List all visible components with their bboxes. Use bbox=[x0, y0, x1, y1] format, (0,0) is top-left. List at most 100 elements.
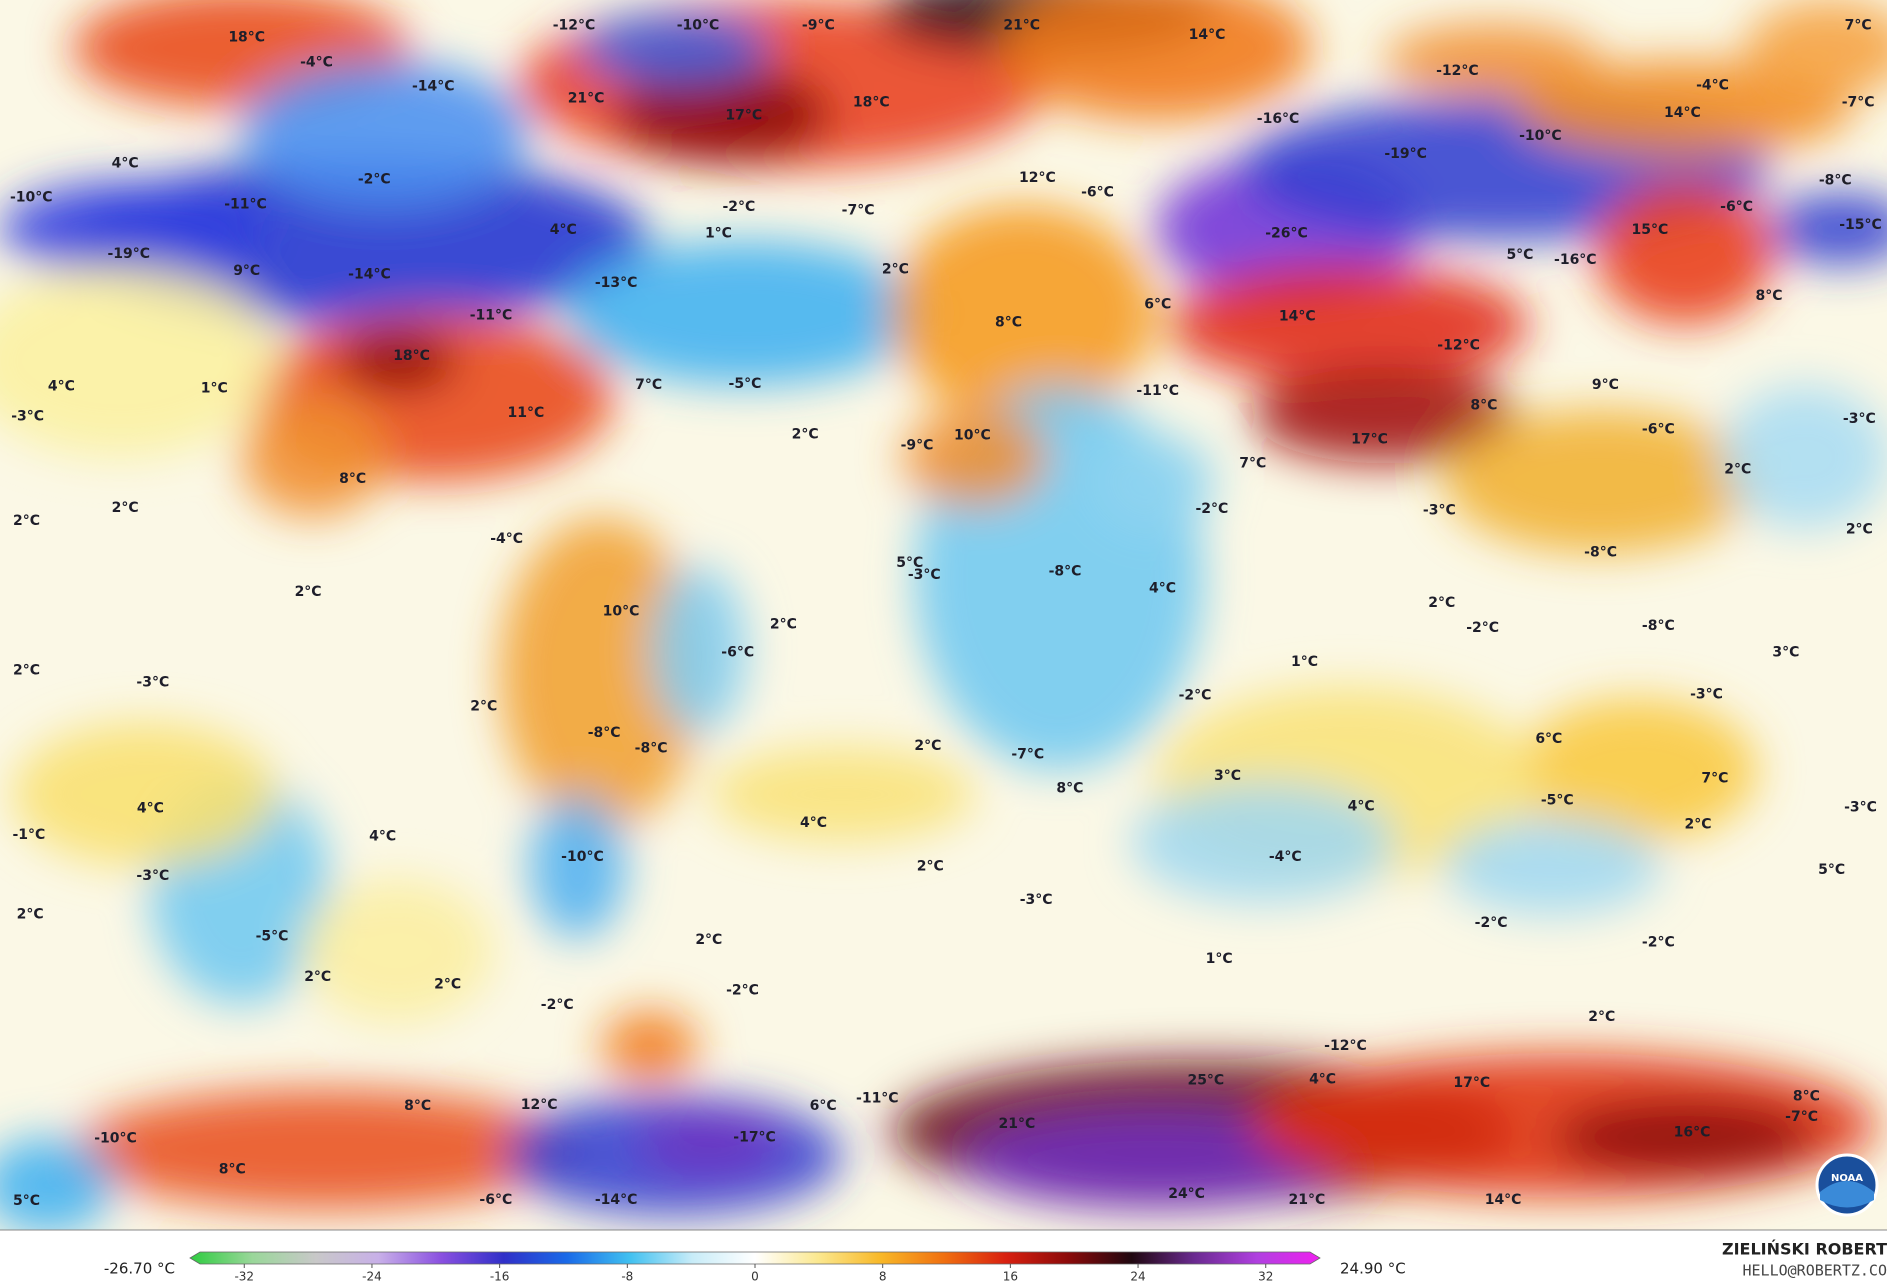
temperature-label: 14°C bbox=[1485, 1192, 1522, 1208]
temperature-label: 6°C bbox=[810, 1098, 837, 1114]
temperature-label: -2°C bbox=[541, 997, 574, 1013]
temperature-label: 21°C bbox=[999, 1116, 1036, 1132]
temperature-label: 8°C bbox=[219, 1162, 246, 1178]
temperature-label: 4°C bbox=[1309, 1071, 1336, 1087]
temperature-label: 8°C bbox=[995, 315, 1022, 331]
temperature-label: -8°C bbox=[1584, 544, 1617, 560]
temperature-region bbox=[637, 1113, 783, 1174]
temperature-label: 10°C bbox=[603, 603, 640, 619]
temperature-label: -14°C bbox=[348, 266, 391, 282]
temperature-label: -2°C bbox=[726, 982, 759, 998]
temperature-label: 14°C bbox=[1189, 27, 1226, 43]
temperature-label: -7°C bbox=[1785, 1109, 1818, 1125]
temperature-label: -11°C bbox=[470, 307, 513, 323]
temperature-label: -10°C bbox=[1519, 128, 1562, 144]
temperature-label: -3°C bbox=[136, 868, 169, 884]
temperature-region bbox=[1594, 180, 1776, 325]
temperature-label: -7°C bbox=[1011, 747, 1044, 763]
temperature-label: -3°C bbox=[1843, 411, 1876, 427]
temperature-region bbox=[336, 330, 458, 392]
temperature-label: 4°C bbox=[1348, 798, 1375, 814]
temperature-region bbox=[565, 240, 927, 386]
temperature-label: -3°C bbox=[136, 674, 169, 690]
colorbar-tick-label: -32 bbox=[234, 1270, 254, 1284]
colorbar-tick-label: -16 bbox=[490, 1270, 510, 1284]
temperature-region bbox=[1383, 24, 1601, 97]
temperature-label: 21°C bbox=[568, 91, 605, 107]
temperature-label: -2°C bbox=[723, 199, 756, 215]
temperature-label: 2°C bbox=[695, 932, 722, 948]
temperature-label: 2°C bbox=[882, 262, 909, 278]
temperature-label: 4°C bbox=[48, 378, 75, 394]
temperature-region bbox=[1444, 409, 1758, 554]
temperature-label: 2°C bbox=[304, 969, 331, 985]
temperature-label: -15°C bbox=[1839, 217, 1882, 233]
temperature-label: 2°C bbox=[470, 698, 497, 714]
temperature-label: 7°C bbox=[1845, 17, 1872, 33]
temperature-label: -4°C bbox=[1696, 77, 1729, 93]
temperature-label: 12°C bbox=[521, 1097, 558, 1113]
temperature-label: 7°C bbox=[1701, 771, 1728, 787]
temperature-label: 8°C bbox=[1756, 288, 1783, 304]
temperature-region bbox=[1251, 367, 1517, 464]
temperature-region bbox=[613, 66, 831, 163]
logo-wave bbox=[1820, 1181, 1874, 1208]
temperature-region bbox=[1131, 782, 1396, 903]
temperature-label: 1°C bbox=[1206, 951, 1233, 967]
temperature-label: 14°C bbox=[1279, 309, 1316, 325]
temperature-region bbox=[0, 180, 265, 277]
noaa-logo: NOAA bbox=[1815, 1153, 1879, 1217]
temperature-label: -1°C bbox=[12, 827, 45, 843]
temperature-label: -10°C bbox=[10, 189, 53, 205]
temperature-label: -6°C bbox=[479, 1192, 512, 1208]
temperature-label: 2°C bbox=[1588, 1009, 1615, 1025]
temperature-label: 24°C bbox=[1168, 1186, 1205, 1202]
temperature-label: 4°C bbox=[1149, 580, 1176, 596]
temperature-label: 2°C bbox=[295, 584, 322, 600]
temperature-region bbox=[601, 1010, 698, 1084]
temperature-region bbox=[1167, 264, 1529, 386]
temperature-labels: 18°C -4°C -12°C -10°C -9°C 21°C 14°C 7°C -14°C 21… bbox=[10, 17, 1882, 1209]
temperature-region bbox=[240, 60, 530, 205]
temperature-label: -26°C bbox=[1265, 225, 1308, 241]
temperature-label: -10°C bbox=[94, 1130, 137, 1146]
temperature-label: 5°C bbox=[1506, 247, 1533, 263]
temperature-label: -3°C bbox=[11, 408, 44, 424]
temperature-region bbox=[0, 1137, 115, 1230]
temperature-label: -6°C bbox=[1081, 185, 1114, 201]
temperature-label: -12°C bbox=[1324, 1038, 1367, 1054]
temperature-label: 18°C bbox=[228, 29, 265, 45]
temperature-label: 18°C bbox=[853, 94, 890, 110]
temperature-label: -3°C bbox=[1423, 502, 1456, 518]
temperature-region bbox=[1516, 60, 1854, 157]
temperature-label: -2°C bbox=[1475, 915, 1508, 931]
temperature-label: -2°C bbox=[1642, 934, 1675, 950]
temperature-label: 7°C bbox=[635, 377, 662, 393]
temperature-label: -3°C bbox=[1844, 800, 1877, 816]
temperature-region bbox=[1444, 818, 1661, 915]
temperature-label: -12°C bbox=[1436, 63, 1479, 79]
temperature-label: 7°C bbox=[1239, 455, 1266, 471]
temperature-label: -7°C bbox=[842, 203, 875, 219]
colorbar-max: 24.90 °C bbox=[1340, 1260, 1406, 1278]
temperature-label: 8°C bbox=[1470, 398, 1497, 414]
temperature-region bbox=[577, 12, 771, 85]
temperature-label: 12°C bbox=[1019, 170, 1056, 186]
temperature-label: 15°C bbox=[1632, 222, 1669, 238]
temperature-label: 25°C bbox=[1187, 1073, 1224, 1089]
temperature-label: 2°C bbox=[770, 617, 797, 633]
temperature-label: -5°C bbox=[1541, 792, 1574, 808]
temperature-label: 5°C bbox=[13, 1193, 40, 1209]
temperature-label: 2°C bbox=[792, 426, 819, 442]
temperature-label: -2°C bbox=[1179, 688, 1212, 704]
temperature-label: 4°C bbox=[550, 222, 577, 238]
temperature-label: -14°C bbox=[412, 79, 455, 95]
temperature-region bbox=[12, 722, 277, 867]
temperature-label: 9°C bbox=[233, 263, 260, 279]
email: HELLO@ROBERTZ.CO bbox=[1743, 1262, 1887, 1280]
temperature-label: -2°C bbox=[358, 171, 391, 187]
temperature-region bbox=[300, 878, 494, 1023]
temperature-region bbox=[890, 204, 1156, 422]
temperature-region bbox=[710, 746, 975, 843]
temperature-label: -2°C bbox=[1466, 620, 1499, 636]
